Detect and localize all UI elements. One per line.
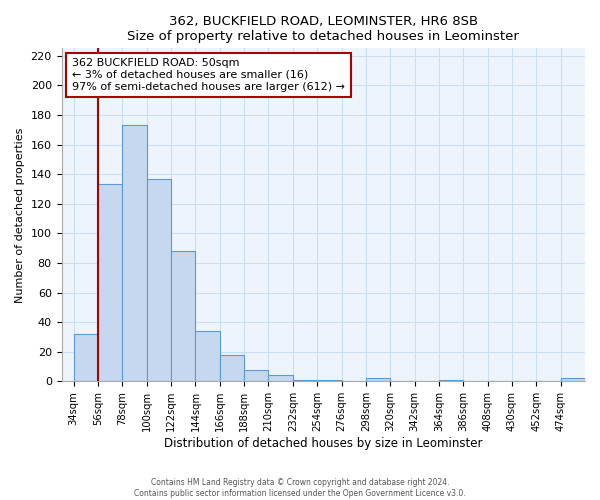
X-axis label: Distribution of detached houses by size in Leominster: Distribution of detached houses by size … [164, 437, 482, 450]
Bar [293, 380, 317, 382]
Bar [268, 376, 293, 382]
Bar [244, 370, 268, 382]
Text: 362 BUCKFIELD ROAD: 50sqm
← 3% of detached houses are smaller (16)
97% of semi-d: 362 BUCKFIELD ROAD: 50sqm ← 3% of detach… [72, 58, 345, 92]
Bar [220, 354, 244, 382]
Bar [366, 378, 390, 382]
Bar [74, 334, 98, 382]
Bar [439, 380, 463, 382]
Bar [560, 378, 585, 382]
Bar [98, 184, 122, 382]
Bar [196, 331, 220, 382]
Bar [122, 126, 147, 382]
Title: 362, BUCKFIELD ROAD, LEOMINSTER, HR6 8SB
Size of property relative to detached h: 362, BUCKFIELD ROAD, LEOMINSTER, HR6 8SB… [127, 15, 519, 43]
Bar [317, 380, 341, 382]
Bar [171, 251, 196, 382]
Y-axis label: Number of detached properties: Number of detached properties [15, 127, 25, 302]
Text: Contains HM Land Registry data © Crown copyright and database right 2024.
Contai: Contains HM Land Registry data © Crown c… [134, 478, 466, 498]
Bar [147, 178, 171, 382]
